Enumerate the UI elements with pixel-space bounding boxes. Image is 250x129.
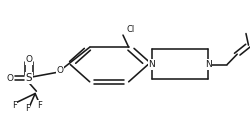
Text: Cl: Cl [126, 25, 134, 34]
Text: N: N [148, 60, 154, 69]
Text: N: N [204, 60, 211, 69]
Text: O: O [6, 74, 14, 83]
Text: S: S [26, 73, 32, 83]
Text: O: O [25, 55, 32, 64]
Text: F: F [24, 104, 29, 113]
Text: O: O [56, 66, 63, 75]
Text: F: F [12, 101, 17, 110]
Text: F: F [37, 101, 42, 110]
